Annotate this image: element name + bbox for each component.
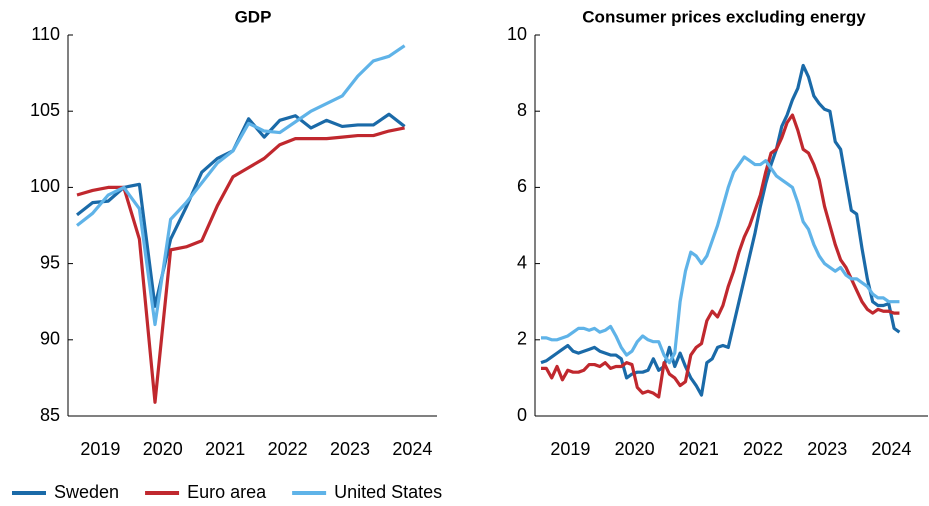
y-tick-label: 6 bbox=[517, 176, 527, 196]
y-tick-label: 100 bbox=[30, 176, 60, 196]
legend-label: Sweden bbox=[54, 482, 119, 502]
x-tick-label: 2019 bbox=[550, 439, 590, 459]
x-tick-label: 2020 bbox=[143, 439, 183, 459]
x-tick-label: 2020 bbox=[615, 439, 655, 459]
x-tick-label: 2024 bbox=[871, 439, 911, 459]
y-tick-label: 4 bbox=[517, 252, 527, 272]
chart-title: GDP bbox=[235, 7, 272, 26]
series-line bbox=[76, 44, 406, 327]
x-tick-label: 2019 bbox=[80, 439, 120, 459]
x-tick-label: 2021 bbox=[205, 439, 245, 459]
y-tick-label: 110 bbox=[31, 24, 60, 44]
y-tick-label: 95 bbox=[40, 252, 60, 272]
y-tick-label: 0 bbox=[517, 405, 527, 425]
x-tick-label: 2022 bbox=[268, 439, 308, 459]
x-tick-label: 2023 bbox=[807, 439, 847, 459]
series-line bbox=[540, 63, 901, 397]
y-tick-label: 10 bbox=[507, 24, 527, 44]
legend-label: United States bbox=[334, 482, 442, 502]
chart-title: Consumer prices excluding energy bbox=[582, 7, 866, 26]
y-tick-label: 2 bbox=[517, 329, 527, 349]
y-tick-label: 105 bbox=[30, 100, 60, 120]
y-tick-label: 8 bbox=[517, 100, 527, 120]
series-line bbox=[541, 155, 900, 365]
series-line bbox=[541, 113, 900, 399]
legend-label: Euro area bbox=[187, 482, 267, 502]
series-line bbox=[76, 126, 405, 404]
x-tick-label: 2021 bbox=[679, 439, 719, 459]
x-tick-label: 2023 bbox=[330, 439, 370, 459]
y-tick-label: 85 bbox=[40, 405, 60, 425]
x-tick-label: 2022 bbox=[743, 439, 783, 459]
x-tick-label: 2024 bbox=[392, 439, 432, 459]
series-line bbox=[76, 112, 406, 308]
y-tick-label: 90 bbox=[40, 329, 60, 349]
